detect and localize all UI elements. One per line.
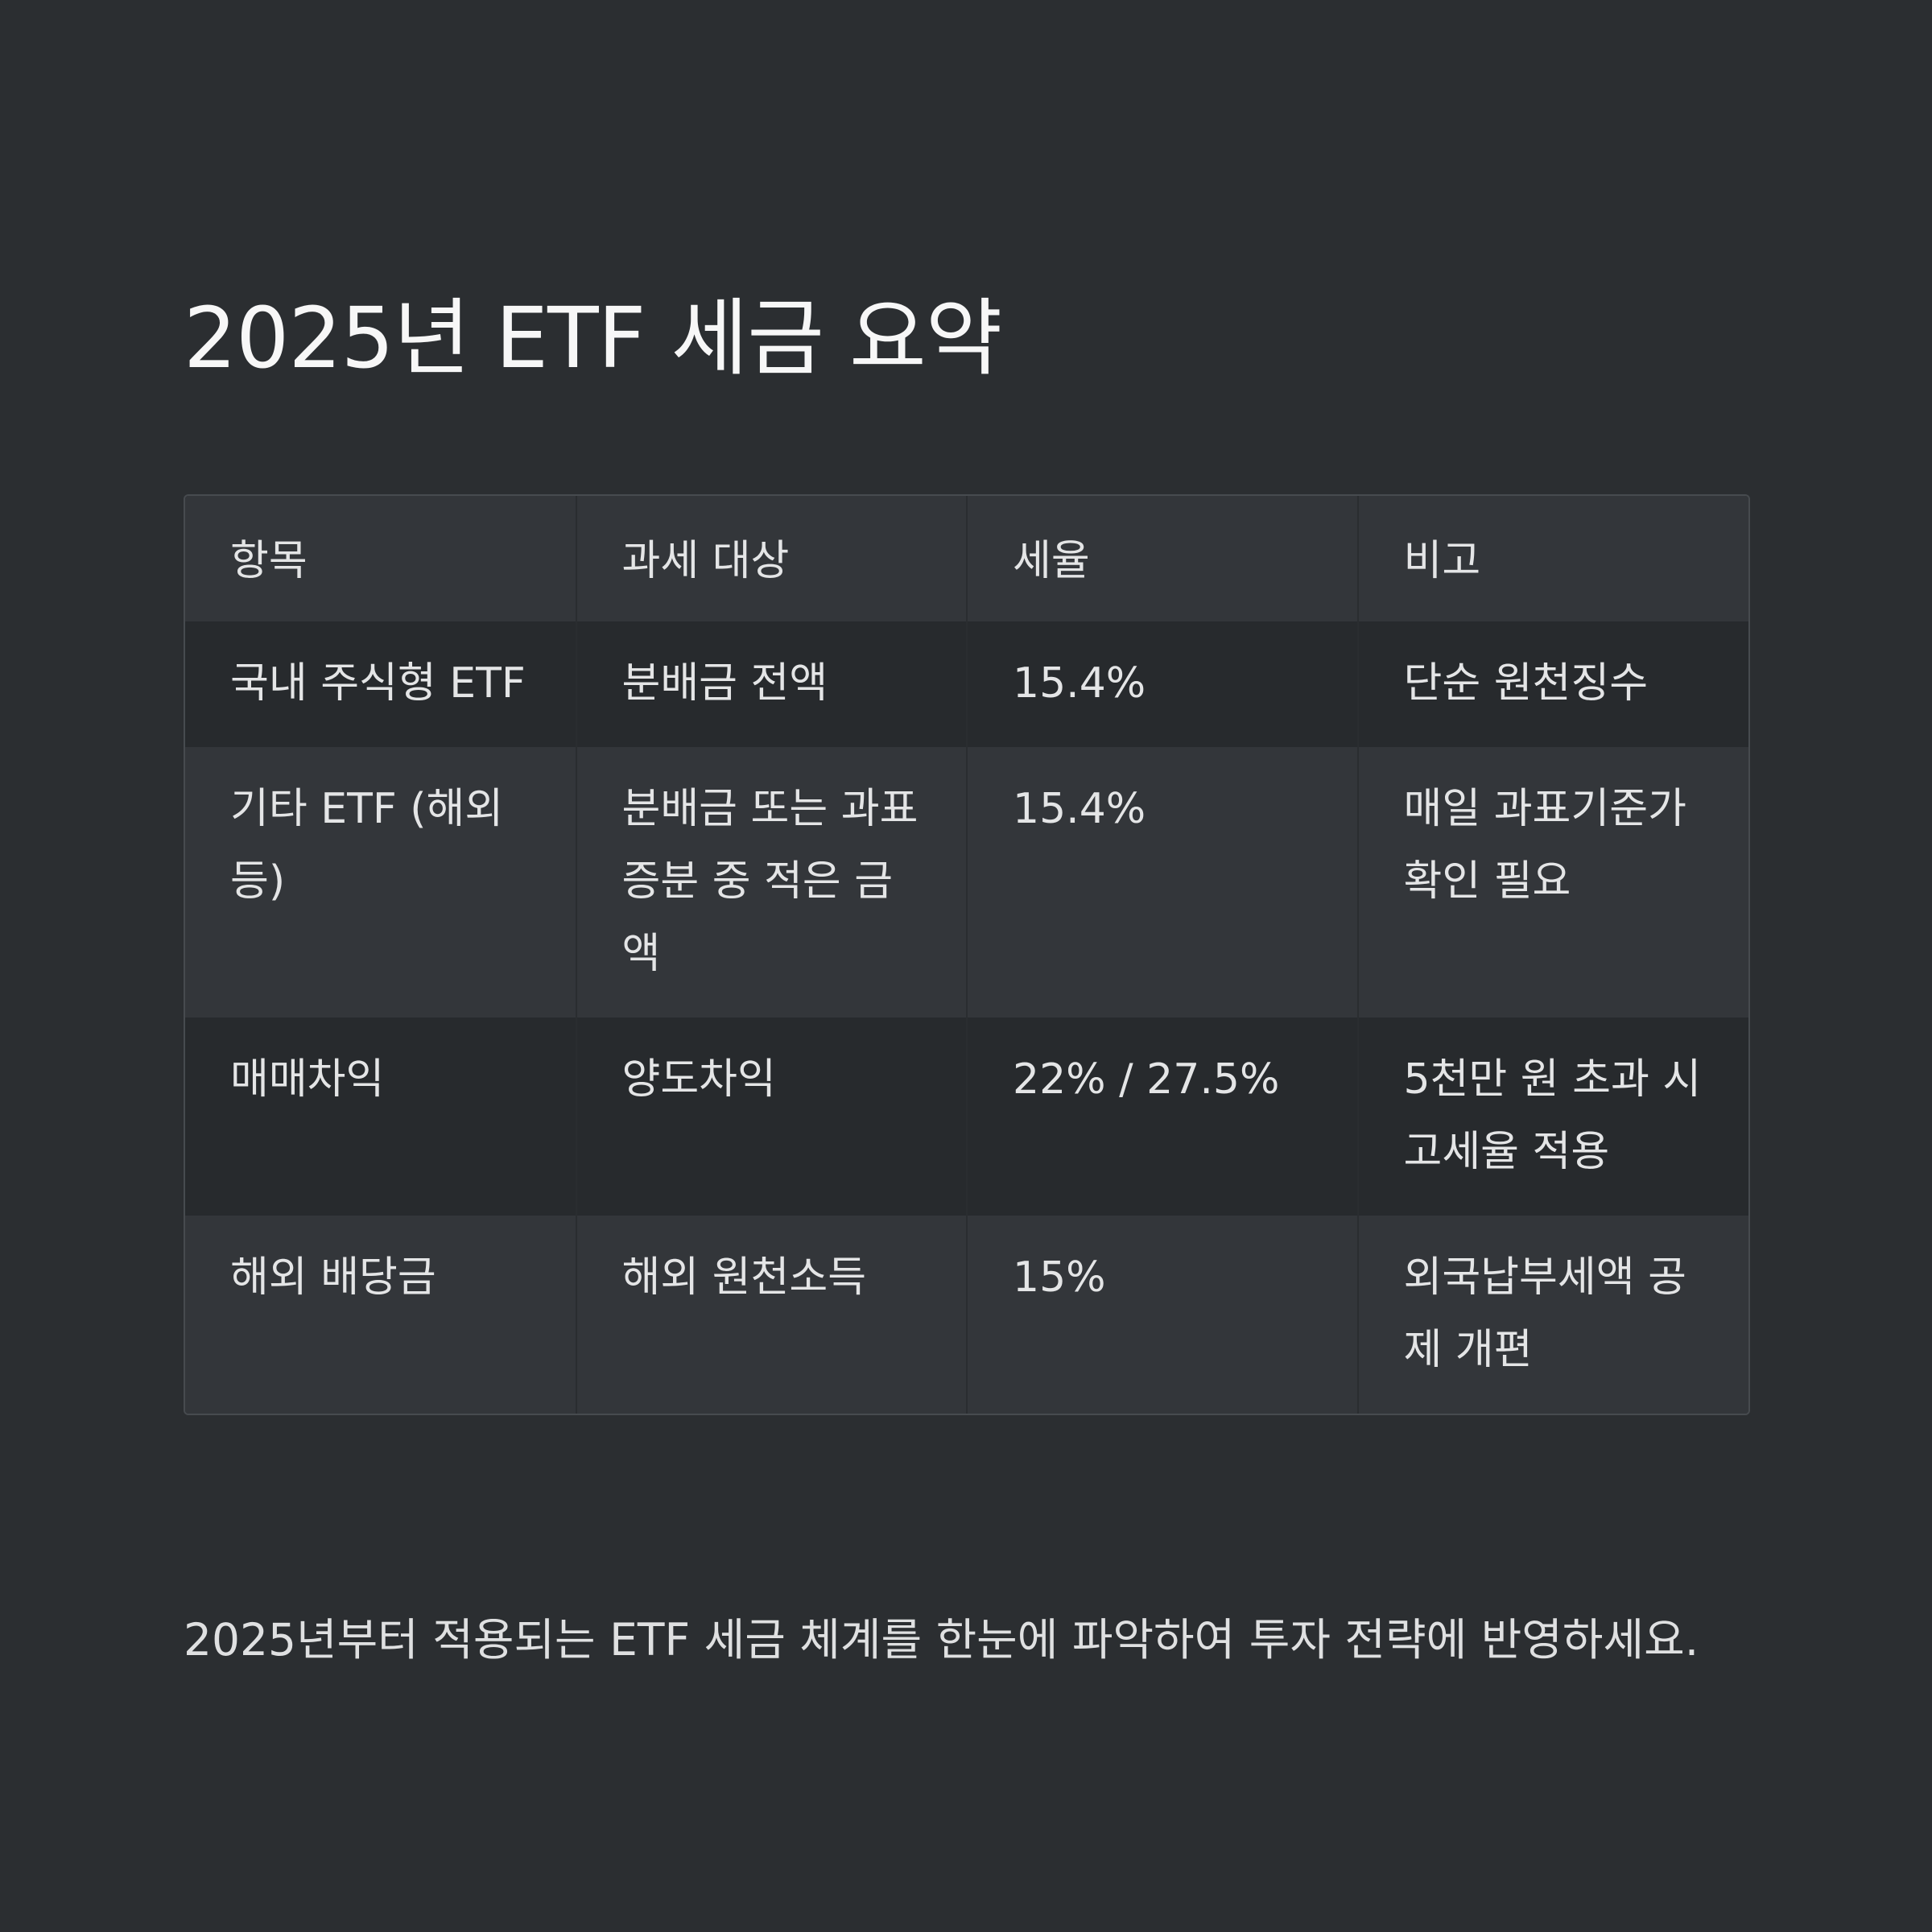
table-header-row: 항목 과세 대상 세율 비고 — [185, 496, 1748, 621]
header-note: 비고 — [1357, 496, 1748, 621]
table-row: 해외 배당금 해외 원천소득 15% 외국납부세액 공제 개편 — [185, 1216, 1748, 1414]
page-content: 2025년 ETF 세금 요약 항목 과세 대상 세율 비고 국내 주식형 ET… — [184, 289, 1750, 1666]
page-title: 2025년 ETF 세금 요약 — [184, 289, 1002, 387]
table-row: 국내 주식형 ETF 분배금 전액 15.4% 단순 원천징수 — [185, 621, 1748, 747]
cell-note: 외국납부세액 공제 개편 — [1357, 1216, 1748, 1414]
cell-taxable: 양도차익 — [576, 1018, 968, 1216]
cell-item: 매매차익 — [185, 1018, 577, 1216]
cell-rate: 15.4% — [967, 621, 1359, 747]
cell-note: 단순 원천징수 — [1357, 621, 1748, 747]
table-row: 매매차익 양도차익 22% / 27.5% 5천만 원 초과 시 고세율 적용 — [185, 1018, 1748, 1216]
cell-rate: 22% / 27.5% — [967, 1018, 1359, 1216]
cell-item: 국내 주식형 ETF — [185, 621, 577, 747]
header-item: 항목 — [185, 496, 577, 621]
footnote-text: 2025년부터 적용되는 ETF 세금 체계를 한눈에 파악하여 투자 전략에 … — [184, 1614, 1699, 1666]
cell-note: 5천만 원 초과 시 고세율 적용 — [1357, 1018, 1748, 1216]
tax-summary-table: 항목 과세 대상 세율 비고 국내 주식형 ETF 분배금 전액 15.4% 단… — [184, 494, 1750, 1415]
header-rate: 세율 — [967, 496, 1359, 621]
cell-rate: 15% — [967, 1216, 1359, 1414]
cell-taxable: 분배금 전액 — [576, 621, 968, 747]
cell-taxable: 해외 원천소득 — [576, 1216, 968, 1414]
cell-note: 매일 과표기준가 확인 필요 — [1357, 747, 1748, 1018]
table-row: 기타 ETF (해외 등) 분배금 또는 과표증분 중 적은 금액 15.4% … — [185, 747, 1748, 1018]
cell-taxable: 분배금 또는 과표증분 중 적은 금액 — [576, 747, 968, 1018]
cell-rate: 15.4% — [967, 747, 1359, 1018]
cell-item: 해외 배당금 — [185, 1216, 577, 1414]
cell-item: 기타 ETF (해외 등) — [185, 747, 577, 1018]
header-taxable: 과세 대상 — [576, 496, 968, 621]
